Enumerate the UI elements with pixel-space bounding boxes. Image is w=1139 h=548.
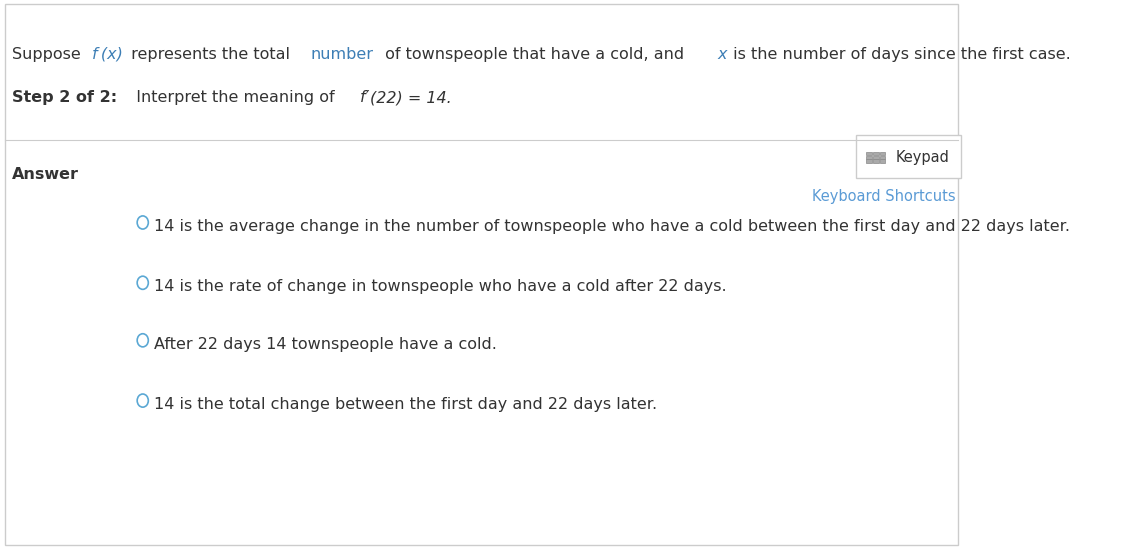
FancyBboxPatch shape [5, 4, 958, 545]
FancyBboxPatch shape [872, 156, 878, 159]
Text: is the number of days since the first case.: is the number of days since the first ca… [728, 47, 1071, 61]
Text: Step 2 of 2:: Step 2 of 2: [11, 90, 116, 105]
Text: 14 is the rate of change in townspeople who have a cold after 22 days.: 14 is the rate of change in townspeople … [154, 279, 727, 294]
Text: 14 is the average change in the number of townspeople who have a cold between th: 14 is the average change in the number o… [154, 219, 1071, 234]
Text: Suppose: Suppose [11, 47, 85, 61]
Text: Keyboard Shortcuts: Keyboard Shortcuts [812, 189, 956, 204]
Text: f (x): f (x) [92, 47, 123, 61]
Text: (22) = 14.: (22) = 14. [370, 90, 452, 105]
Text: Keypad: Keypad [896, 150, 950, 165]
Text: 14 is the total change between the first day and 22 days later.: 14 is the total change between the first… [154, 397, 657, 412]
FancyBboxPatch shape [866, 156, 871, 159]
Text: ′: ′ [366, 90, 370, 105]
FancyBboxPatch shape [866, 152, 871, 155]
FancyBboxPatch shape [872, 159, 878, 163]
FancyBboxPatch shape [866, 159, 871, 163]
Text: x: x [718, 47, 727, 61]
Text: After 22 days 14 townspeople have a cold.: After 22 days 14 townspeople have a cold… [154, 337, 498, 352]
FancyBboxPatch shape [879, 159, 885, 163]
Text: Answer: Answer [11, 167, 79, 182]
FancyBboxPatch shape [879, 152, 885, 155]
Text: f: f [360, 90, 366, 105]
FancyBboxPatch shape [879, 156, 885, 159]
FancyBboxPatch shape [872, 152, 878, 155]
FancyBboxPatch shape [857, 135, 960, 178]
Text: number: number [311, 47, 374, 61]
Text: of townspeople that have a cold, and: of townspeople that have a cold, and [379, 47, 689, 61]
Text: represents the total: represents the total [126, 47, 295, 61]
Text: Interpret the meaning of: Interpret the meaning of [126, 90, 341, 105]
